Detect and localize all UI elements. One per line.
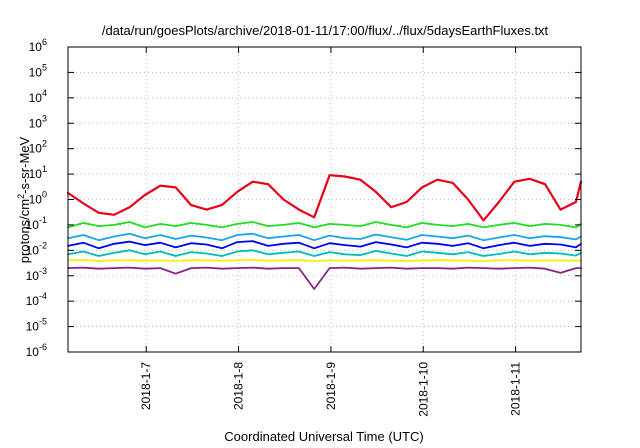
- y-tick-label: 102: [29, 139, 47, 156]
- y-tick-label: 103: [29, 113, 47, 130]
- chart-title: /data/run/goesPlots/archive/2018-01-11/1…: [102, 23, 549, 38]
- y-tick-label-exponent: 4: [42, 88, 47, 98]
- y-tick-label: 10-6: [26, 342, 47, 359]
- y-tick-label-exponent: -6: [39, 342, 47, 352]
- y-axis-label-sup: 2: [16, 194, 26, 199]
- y-tick-label-exponent: 5: [42, 62, 47, 72]
- y-tick-label-exponent: -1: [39, 215, 47, 225]
- y-tick-label-base: 10: [29, 91, 43, 105]
- y-axis-label: protons/cm2-s-sr-MeV: [16, 136, 32, 263]
- series-line-1: [66, 174, 583, 222]
- y-tick-label: 106: [29, 37, 47, 54]
- y-tick-label-exponent: 0: [42, 190, 47, 200]
- y-tick-label-base: 10: [26, 218, 40, 232]
- series-layer: [66, 174, 583, 290]
- y-tick-label: 10-1: [26, 215, 47, 232]
- x-tick-label: 2018-1-11: [509, 362, 523, 416]
- y-tick-label-exponent: -4: [39, 291, 47, 301]
- series-line-3: [67, 232, 582, 242]
- y-axis-label-post: -s-sr-MeV: [17, 136, 32, 193]
- y-tick-label: 10-3: [26, 266, 47, 283]
- y-tick-label-base: 10: [29, 40, 43, 54]
- y-tick-label: 10-2: [26, 240, 47, 257]
- x-tick-label: 2018-1-8: [232, 362, 246, 410]
- series-line-6: [67, 258, 582, 262]
- y-tick-label-base: 10: [29, 193, 43, 207]
- y-tick-label-exponent: 6: [42, 37, 47, 47]
- x-axis-label: Coordinated Universal Time (UTC): [224, 429, 423, 444]
- y-tick-label: 100: [29, 190, 47, 207]
- y-tick-label-base: 10: [26, 320, 40, 334]
- y-tick-label: 101: [29, 164, 47, 181]
- series-line-5: [67, 249, 582, 257]
- y-tick-label-base: 10: [26, 294, 40, 308]
- x-tick-label: 2018-1-9: [324, 362, 338, 410]
- y-tick-label-exponent: -2: [39, 240, 47, 250]
- y-tick-label-base: 10: [29, 142, 43, 156]
- y-tick-label-base: 10: [26, 345, 40, 359]
- y-tick-label-exponent: 3: [42, 113, 47, 123]
- y-tick-label: 10-5: [26, 317, 47, 334]
- y-tick-label-base: 10: [29, 116, 43, 130]
- y-tick-label-base: 10: [26, 269, 40, 283]
- series-line-7: [67, 266, 582, 290]
- y-tick-label-base: 10: [29, 167, 43, 181]
- y-tick-label-exponent: -3: [39, 266, 47, 276]
- series-line-2: [67, 221, 582, 229]
- series-line-4: [67, 240, 582, 250]
- y-tick-label-exponent: 1: [42, 164, 47, 174]
- y-tick-label-base: 10: [26, 243, 40, 257]
- axes: 10610510410310210110010-110-210-310-410-…: [26, 37, 581, 417]
- y-tick-label: 104: [29, 88, 47, 105]
- x-tick-label: 2018-1-7: [139, 362, 153, 410]
- y-axis-label-pre: protons/cm: [17, 199, 32, 263]
- y-tick-label-exponent: -5: [39, 317, 47, 327]
- y-tick-label-exponent: 2: [42, 139, 47, 149]
- y-tick-label-base: 10: [29, 65, 43, 79]
- y-tick-label: 10-4: [26, 291, 47, 308]
- y-tick-label: 105: [29, 62, 47, 79]
- x-tick-label: 2018-1-10: [416, 362, 430, 417]
